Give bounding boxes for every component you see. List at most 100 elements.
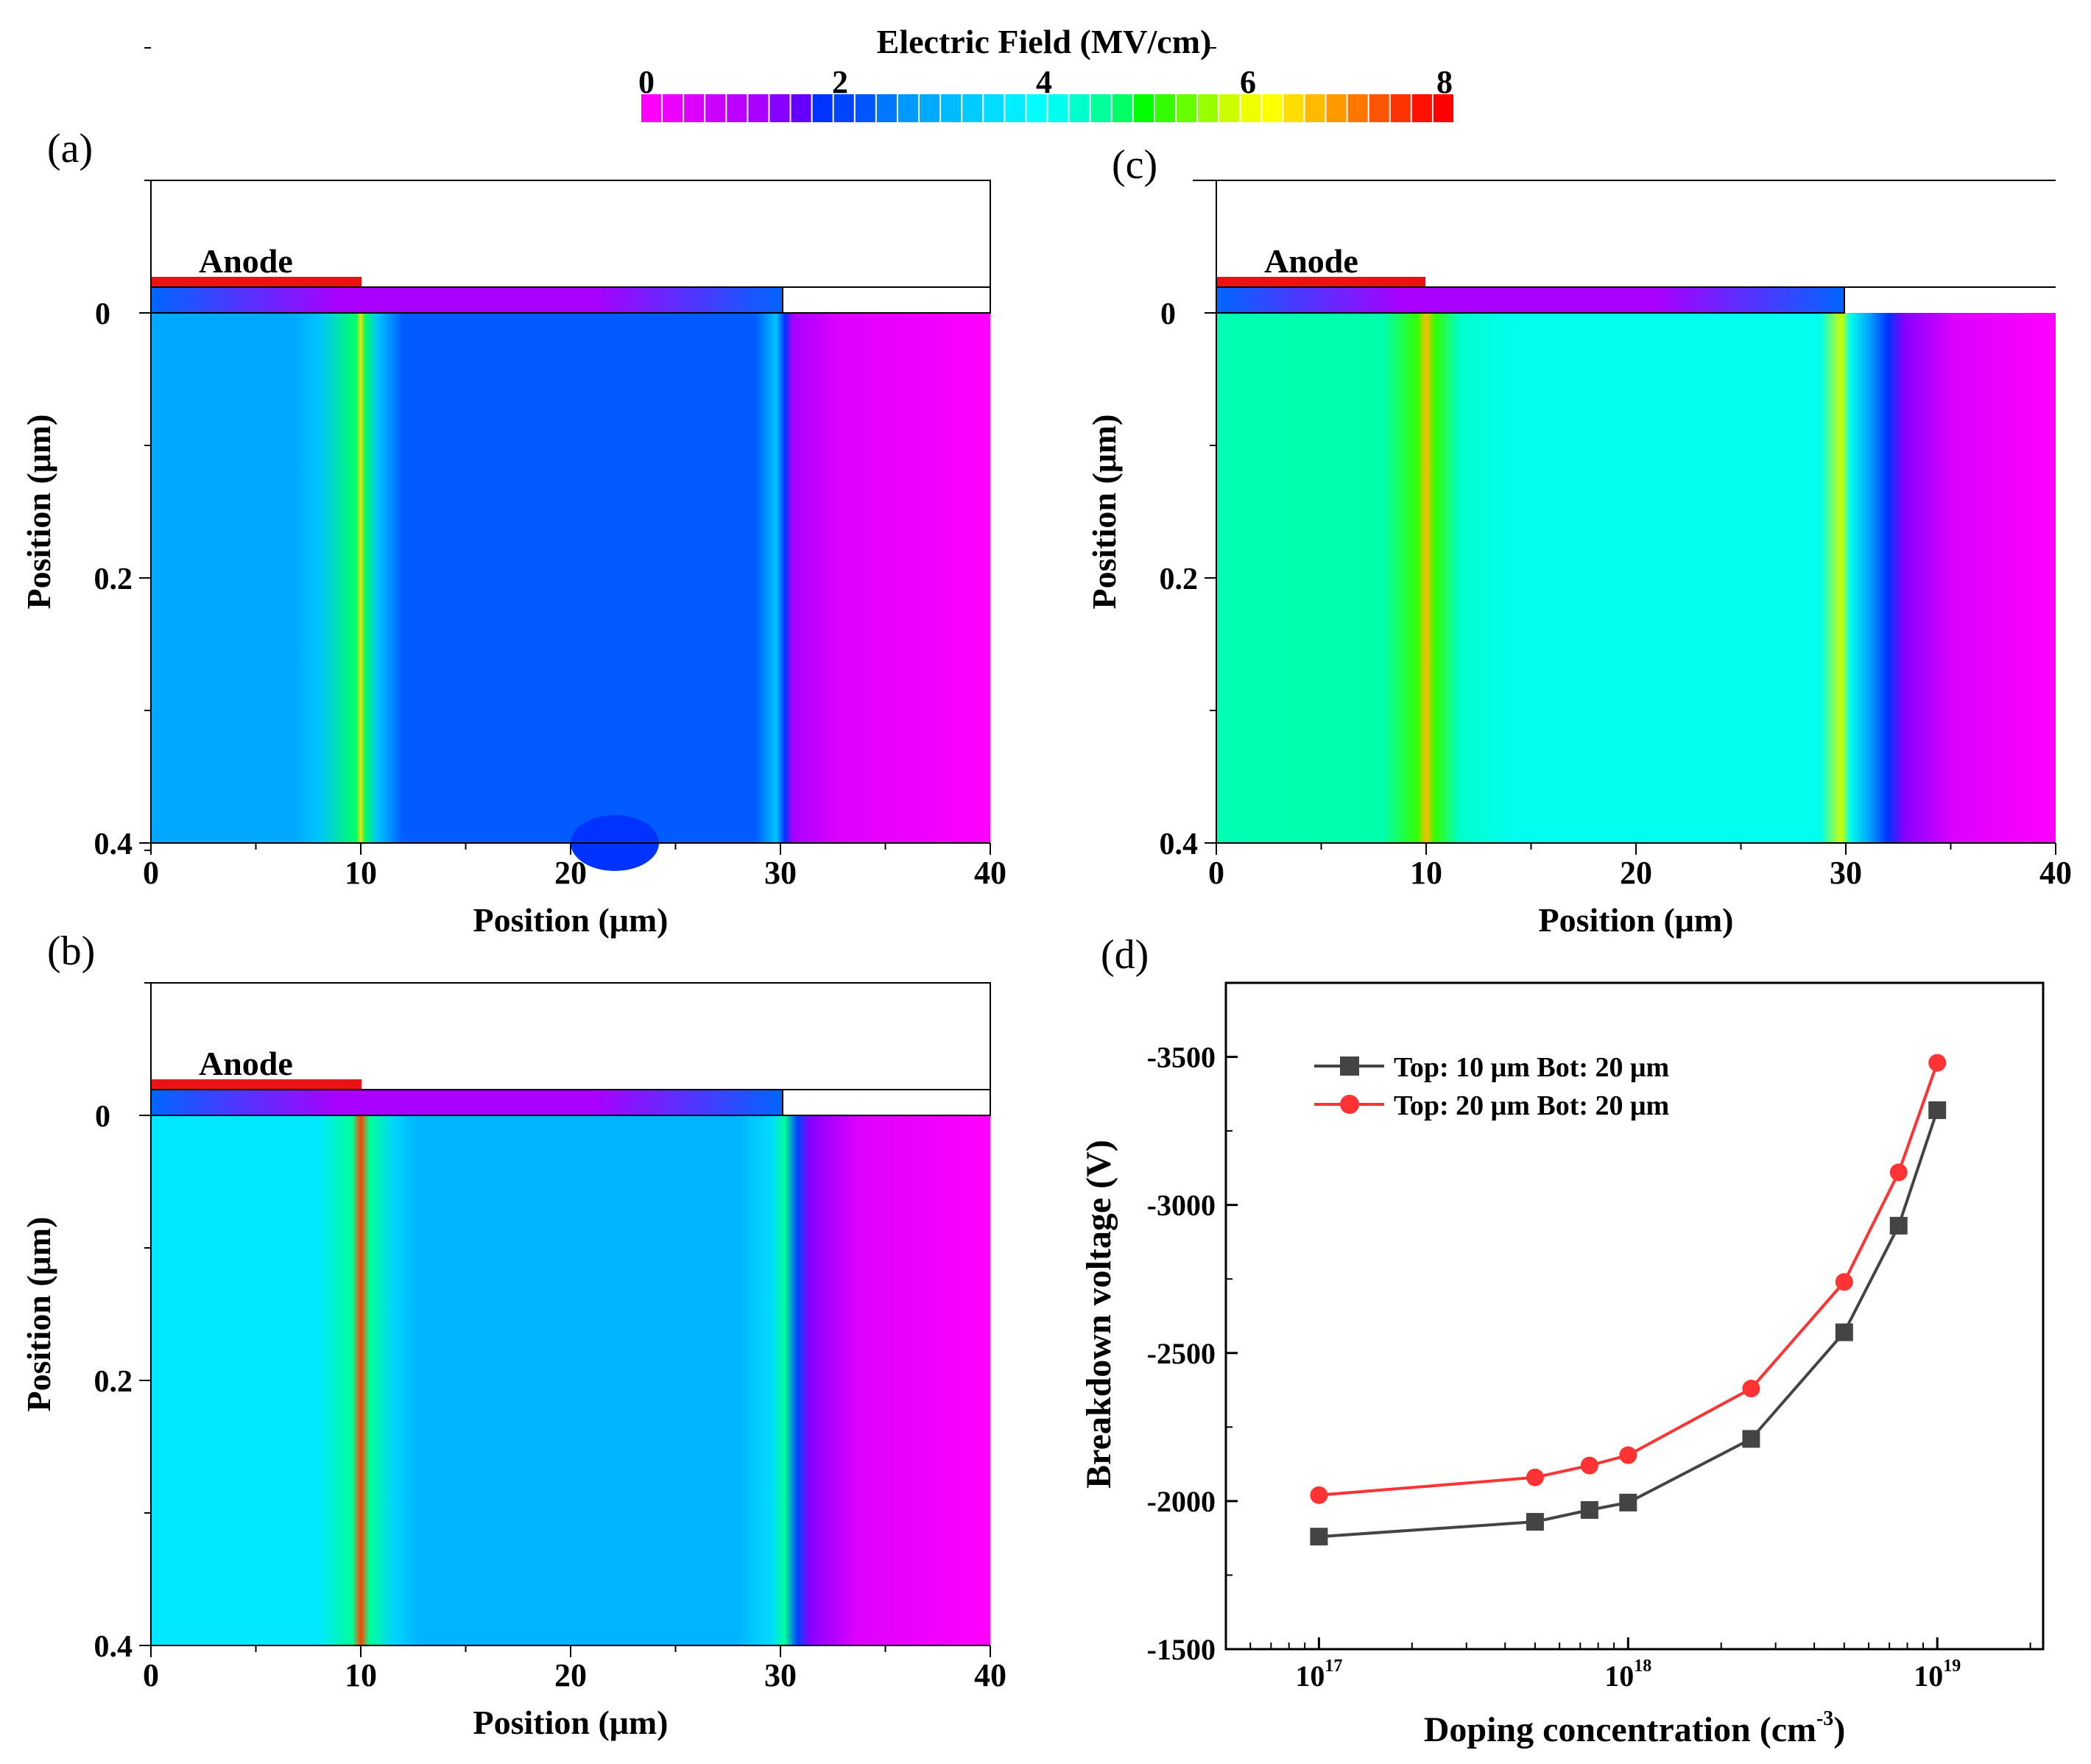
data-point-series-2 xyxy=(1526,1468,1544,1486)
panel-c-label: (c) xyxy=(1112,142,1157,188)
panel-b-ytick-0.4: 0.4 xyxy=(94,1630,133,1664)
data-point-series-2 xyxy=(1742,1380,1760,1398)
colorbar-swatch xyxy=(1069,94,1090,122)
colorbar-swatch xyxy=(962,94,983,122)
colorbar-swatch xyxy=(812,94,833,122)
data-point-series-2 xyxy=(1619,1446,1637,1464)
panel-a-field-map xyxy=(151,313,990,843)
colorbar-swatch xyxy=(748,94,769,122)
colorbar-swatch xyxy=(1241,94,1261,122)
colorbar-swatch xyxy=(1048,94,1068,122)
panel-a-xlabel: Position (μm) xyxy=(473,901,669,939)
x-tick-label: 1017 xyxy=(1295,1657,1342,1693)
colorbar-swatch xyxy=(1112,94,1132,122)
colorbar-title: Electric Field (MV/cm) xyxy=(877,23,1212,60)
colorbar-swatch xyxy=(1005,94,1026,122)
data-point-series-1 xyxy=(1835,1323,1853,1341)
panel-a-xtick-40: 40 xyxy=(974,855,1006,891)
panel-b-xtick-20: 20 xyxy=(554,1657,587,1693)
colorbar-swatch xyxy=(1262,94,1283,122)
colorbar-swatch xyxy=(1369,94,1389,122)
colorbar-swatch xyxy=(898,94,919,122)
panel-b-xtick-30: 30 xyxy=(764,1657,797,1693)
data-point-series-1 xyxy=(1889,1216,1908,1235)
colorbar-swatch xyxy=(876,94,897,122)
panel-a-xtick-0: 0 xyxy=(143,855,159,891)
y-tick-label: -3500 xyxy=(1147,1041,1216,1074)
panel-a-anode-bar xyxy=(151,277,362,287)
y-tick-label: -2000 xyxy=(1147,1485,1216,1518)
legend-label-series-1: Top: 10 μm Bot: 20 μm xyxy=(1394,1052,1669,1083)
panel-b-field-plate xyxy=(782,1089,991,1116)
panel-a-xtick-30: 30 xyxy=(764,855,797,891)
colorbar-swatch xyxy=(1347,94,1368,122)
legend-marker-series-1 xyxy=(1340,1056,1359,1076)
panel-d-plot-frame xyxy=(1224,981,2045,1651)
colorbar-swatch xyxy=(705,94,726,122)
series-line-2 xyxy=(1319,1062,1939,1497)
panel-d-label: (d) xyxy=(1101,932,1149,978)
data-point-series-1 xyxy=(1580,1500,1598,1519)
colorbar-swatch xyxy=(727,94,747,122)
data-point-series-2 xyxy=(1835,1273,1853,1291)
panel-c-xtick-30: 30 xyxy=(1830,855,1862,891)
colorbar-swatch xyxy=(1283,94,1304,122)
panel-d-ylabel: Breakdown voltage (V) xyxy=(1079,1140,1118,1489)
panel-b-ylabel: Position (μm) xyxy=(20,1217,57,1412)
panel-c-anode-bar xyxy=(1216,277,1425,287)
colorbar-swatch xyxy=(1154,94,1175,122)
panel-c-anode-label: Anode xyxy=(1264,242,1358,280)
panel-a-xtick-10: 10 xyxy=(345,855,377,891)
colorbar-swatch xyxy=(1433,94,1453,122)
panel-b-ticks xyxy=(139,850,991,1657)
panel-c-xlabel: Position (μm) xyxy=(1539,901,1734,939)
panel-d-legend: Top: 10 μm Bot: 20 μm Top: 20 μm Bot: 20… xyxy=(1314,1052,1669,1121)
panel-b-anode-label: Anode xyxy=(199,1045,293,1082)
panel-b-anode-bar xyxy=(151,1079,362,1090)
colorbar-swatch xyxy=(641,94,662,122)
colorbar: Electric Field (MV/cm) 0 2 4 6 8 xyxy=(638,23,1453,122)
panel-d-series xyxy=(1310,1054,1947,1546)
panel-b-xtick-0: 0 xyxy=(143,1657,159,1693)
panel-c-ytick-0.4: 0.4 xyxy=(1160,828,1199,861)
colorbar-tick-8: 8 xyxy=(1436,64,1453,100)
colorbar-swatch xyxy=(984,94,1004,122)
panel-a-anode-label: Anode xyxy=(199,242,293,280)
colorbar-swatch xyxy=(1219,94,1240,122)
series-line-1 xyxy=(1319,1109,1939,1539)
panel-b-xlabel: Position (μm) xyxy=(473,1704,669,1741)
panel-a-ticks xyxy=(139,47,991,855)
colorbar-swatch xyxy=(1390,94,1411,122)
data-point-series-1 xyxy=(1526,1513,1544,1531)
colorbar-tick-6: 6 xyxy=(1240,64,1256,100)
panel-a-label: (a) xyxy=(47,126,93,172)
data-point-series-1 xyxy=(1928,1101,1947,1119)
colorbar-swatch xyxy=(1198,94,1219,122)
panel-b: (b) Anode 0 0.2 0.4 0 10 20 30 40 Positi… xyxy=(20,850,1006,1741)
x-tick-label: 1019 xyxy=(1914,1657,1961,1693)
data-point-series-1 xyxy=(1310,1528,1328,1546)
panel-b-ytick-0.2: 0.2 xyxy=(94,1365,133,1399)
panel-d-ticks xyxy=(1225,1056,2031,1651)
y-tick-label: -3000 xyxy=(1147,1189,1216,1222)
y-tick-label: -1500 xyxy=(1147,1633,1216,1666)
colorbar-swatch xyxy=(1305,94,1325,122)
legend-marker-series-2 xyxy=(1340,1095,1359,1114)
colorbar-swatch xyxy=(1326,94,1347,122)
y-tick-label: -2500 xyxy=(1147,1337,1216,1370)
data-point-series-1 xyxy=(1619,1493,1637,1511)
panel-b-label: (b) xyxy=(47,928,95,974)
colorbar-tick-2: 2 xyxy=(832,64,848,100)
colorbar-swatch xyxy=(855,94,875,122)
colorbar-swatch xyxy=(920,94,940,122)
panel-a-ytick-0: 0 xyxy=(95,297,110,331)
panel-d-xlabel-exponent: -3 xyxy=(1816,1707,1833,1730)
panel-a-xtick-20: 20 xyxy=(554,855,587,891)
panel-c: (c) Anode 0 0.2 0.4 0 10 20 30 40 Positi… xyxy=(1085,47,2072,939)
panel-d-y-tick-labels: -1500 -2000 -2500 -3000 -3500 xyxy=(1147,1041,1216,1666)
colorbar-swatch xyxy=(1133,94,1154,122)
x-tick-label: 1018 xyxy=(1604,1657,1651,1693)
colorbar-swatch xyxy=(1026,94,1047,122)
panel-d-xlabel-end: ) xyxy=(1833,1710,1845,1749)
